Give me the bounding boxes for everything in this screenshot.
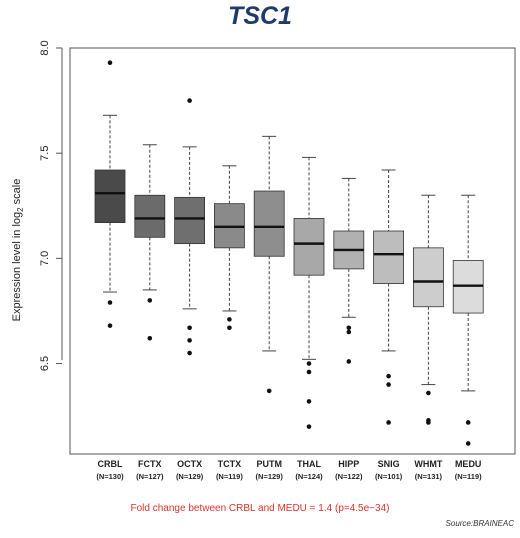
fold-change-note: Fold change between CRBL and MEDU = 1.4 … bbox=[130, 503, 390, 514]
x-tick-label: THAL bbox=[297, 459, 321, 469]
x-tick-n-label: (N=131) bbox=[415, 472, 443, 481]
box-iqr bbox=[174, 196, 206, 245]
outlier-point bbox=[386, 373, 391, 379]
box-iqr bbox=[373, 230, 405, 285]
x-axis-labels: CRBL (N=130) FCTX (N=127) OCTX (N=129) TCTX (N=… bbox=[96, 459, 482, 481]
x-tick-n-label: (N=101) bbox=[375, 472, 403, 481]
x-tick-label: HIPP bbox=[338, 459, 359, 469]
box-fctx bbox=[134, 144, 166, 341]
outlier-point bbox=[346, 359, 352, 364]
outlier-point bbox=[266, 388, 272, 394]
outlier-point bbox=[107, 300, 113, 305]
x-tick-label: OCTX bbox=[177, 459, 202, 469]
outlier-point bbox=[107, 323, 113, 328]
x-tick-label: FCTX bbox=[138, 459, 162, 469]
chart-title: TSC1 bbox=[228, 2, 292, 30]
x-tick-n-label: (N=130) bbox=[96, 472, 124, 481]
x-tick-label: PUTM bbox=[256, 459, 282, 469]
x-tick-label: MEDU bbox=[455, 459, 482, 469]
outlier-point bbox=[306, 424, 312, 429]
box-iqr bbox=[293, 217, 325, 276]
box-tctx bbox=[213, 165, 245, 331]
x-tick-label: WHMT bbox=[414, 459, 442, 469]
outlier-point bbox=[386, 382, 391, 387]
x-tick-n-label: (N=129) bbox=[176, 472, 204, 481]
y-tick-label: 7.0 bbox=[39, 251, 51, 266]
y-tick-label: 6.5 bbox=[39, 356, 51, 371]
outlier-point bbox=[187, 325, 192, 331]
x-tick-n-label: (N=119) bbox=[216, 472, 243, 481]
y-ticks: 8.0 7.5 7.0 6.5 bbox=[39, 40, 62, 371]
box-hipp bbox=[333, 177, 365, 364]
x-tick-n-label: (N=119) bbox=[455, 472, 482, 481]
outlier-point bbox=[426, 390, 431, 396]
outlier-point bbox=[187, 350, 192, 356]
plot-frame bbox=[69, 47, 516, 455]
x-tick-label: CRBL bbox=[98, 459, 123, 469]
x-tick-n-label: (N=124) bbox=[295, 472, 323, 481]
box-iqr bbox=[412, 247, 444, 308]
box-snig bbox=[373, 169, 405, 425]
outlier-point bbox=[426, 420, 431, 425]
x-tick-label: SNIG bbox=[378, 459, 400, 469]
x-tick-n-label: (N=127) bbox=[136, 472, 164, 481]
box-octx bbox=[174, 98, 206, 356]
y-tick-label: 7.5 bbox=[39, 146, 51, 161]
outlier-point bbox=[187, 338, 192, 343]
outlier-point bbox=[465, 420, 471, 425]
outlier-point bbox=[107, 60, 113, 66]
outlier-point bbox=[227, 317, 232, 322]
outlier-point bbox=[227, 325, 232, 331]
x-tick-n-label: (N=129) bbox=[256, 472, 284, 481]
outlier-point bbox=[306, 361, 312, 366]
outlier-point bbox=[346, 329, 352, 335]
box-medu bbox=[452, 194, 484, 446]
source-note: Source:BRAINEAC bbox=[445, 519, 514, 528]
outlier-point bbox=[147, 336, 153, 341]
outlier-point bbox=[465, 441, 471, 446]
outlier-point bbox=[386, 420, 391, 425]
box-series bbox=[94, 60, 484, 446]
outlier-point bbox=[147, 298, 153, 303]
box-iqr bbox=[134, 194, 166, 238]
y-tick-label: 8.0 bbox=[39, 40, 51, 55]
x-tick-n-label: (N=122) bbox=[335, 472, 363, 481]
outlier-point bbox=[306, 399, 312, 404]
outlier-point bbox=[187, 98, 192, 103]
outlier-point bbox=[306, 369, 312, 375]
box-thal bbox=[293, 156, 325, 429]
box-iqr bbox=[253, 190, 285, 257]
box-whmt bbox=[412, 194, 444, 425]
x-tick-label: TCTX bbox=[218, 459, 242, 469]
box-putm bbox=[253, 135, 285, 394]
y-axis-label: Expression level in log2 scale bbox=[11, 179, 25, 322]
box-crbl bbox=[94, 60, 126, 328]
outlier-point bbox=[346, 325, 352, 331]
box-iqr bbox=[94, 169, 126, 224]
